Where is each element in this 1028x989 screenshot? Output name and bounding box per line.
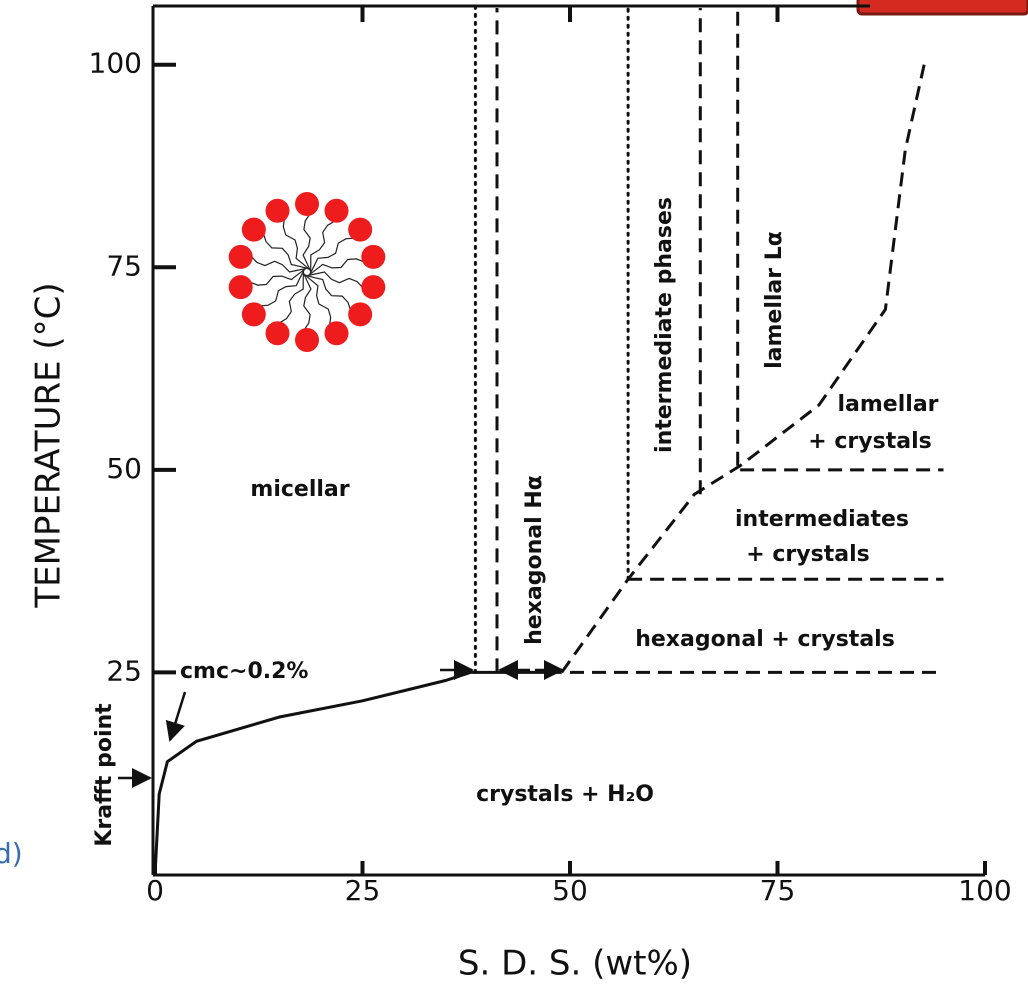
annotation: lamellar Lα xyxy=(762,231,787,369)
micelle-head xyxy=(348,217,373,242)
annotation: lamellar xyxy=(837,392,938,417)
x-axis-title: S. D. S. (wt%) xyxy=(458,944,692,984)
cropped-shape xyxy=(856,0,1028,16)
x-tick-label: 0 xyxy=(146,874,164,907)
micelle-head xyxy=(295,192,319,216)
micelle-head xyxy=(361,275,386,300)
micelle-head xyxy=(228,244,253,269)
annotation: Krafft point xyxy=(92,703,117,847)
y-tick-label: 75 xyxy=(106,249,142,282)
micelle-head xyxy=(265,198,290,223)
annotation: micellar xyxy=(250,477,349,502)
y-tick-label: 50 xyxy=(106,452,142,485)
y-axis-title: TEMPERATURE (°C) xyxy=(29,282,69,608)
annotation: intermediates xyxy=(735,507,909,532)
micelle-head xyxy=(324,321,349,346)
annotation: hexagonal + crystals xyxy=(635,627,895,652)
annotation: + crystals xyxy=(808,429,931,454)
annotation: + crystals xyxy=(746,542,869,567)
y-tick-label: 25 xyxy=(106,654,142,687)
micelle-head xyxy=(265,321,290,346)
micelle-icon xyxy=(228,192,386,352)
corner-label: d) xyxy=(0,837,23,870)
arrows xyxy=(118,660,564,788)
x-tick-label: 25 xyxy=(345,874,381,907)
x-tick-label: 75 xyxy=(760,874,796,907)
micelle-head xyxy=(241,302,266,327)
annotation: cmc~0.2% xyxy=(180,659,308,684)
phase-boundary xyxy=(560,59,927,674)
cmc-arrow xyxy=(165,691,187,742)
micelle-head xyxy=(295,328,319,352)
micelle-head xyxy=(348,302,373,327)
annotation: hexagonal Hα xyxy=(522,475,547,645)
x-tick-label: 50 xyxy=(552,874,588,907)
micelle-head xyxy=(361,244,386,269)
annotation: intermediate phases xyxy=(652,197,677,453)
y-tick-label: 100 xyxy=(89,47,142,80)
x-tick-label: 100 xyxy=(958,874,1011,907)
micelle-head xyxy=(324,198,349,223)
phase-boundary xyxy=(153,670,562,876)
annotation: crystals + H₂O xyxy=(476,782,654,807)
micelle-head xyxy=(228,275,253,300)
micelle-head xyxy=(241,217,266,242)
